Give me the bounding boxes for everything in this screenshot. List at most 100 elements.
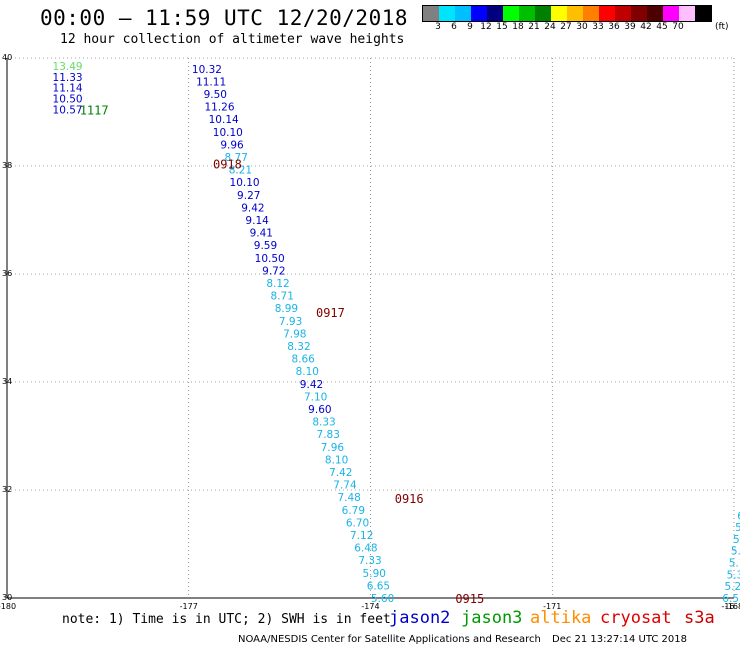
page-subtitle: 12 hour collection of altimeter wave hei…	[60, 32, 405, 47]
color-scale-bar	[422, 5, 712, 22]
wave-height-value: 7.96	[321, 442, 345, 454]
x-tick-label: -174	[361, 602, 379, 611]
wave-height-value: 11.14	[53, 83, 83, 95]
x-tick-label: -171	[543, 602, 561, 611]
wave-height-value: 5.39	[727, 569, 740, 581]
color-scale-tick: 15	[496, 22, 508, 32]
color-scale-tick: 30	[576, 22, 588, 32]
wave-height-value: 8.66	[291, 354, 315, 366]
wave-height-value: 13.49	[53, 61, 83, 73]
color-swatch	[615, 6, 631, 21]
y-tick-label: 38	[2, 161, 12, 170]
color-swatch	[695, 6, 711, 21]
wave-height-value: 6.65	[367, 580, 390, 592]
wave-height-value: 8.10	[325, 454, 348, 466]
x-tick-label: -16	[721, 602, 734, 611]
y-tick-label: 36	[2, 269, 12, 278]
color-scale-tick: 12	[480, 22, 492, 32]
note-text: note: 1) Time is in UTC; 2) SWH is in fe…	[62, 612, 391, 627]
wave-height-value: 5.17	[729, 558, 740, 570]
wave-height-value: 9.72	[262, 265, 285, 277]
wave-height-value: 11.11	[196, 76, 226, 88]
wave-height-value: 7.33	[358, 555, 381, 567]
x-tick-label: -177	[180, 602, 198, 611]
color-scale-tick: 36	[608, 22, 620, 32]
pass-time-label: 0916	[395, 492, 424, 506]
legend-cryosat: cryosat	[600, 608, 672, 628]
wave-height-value: 7.48	[337, 492, 360, 504]
wave-height-value: 9.42	[241, 202, 264, 214]
color-swatch	[487, 6, 503, 21]
color-swatch	[455, 6, 471, 21]
wave-height-value: 5.98	[735, 522, 740, 534]
color-swatch	[583, 6, 599, 21]
wave-height-value: 9.50	[204, 89, 227, 101]
wave-height-value: 8.10	[296, 366, 319, 378]
wave-height-value: 9.42	[300, 379, 323, 391]
credit-text: NOAA/NESDIS Center for Satellite Applica…	[238, 634, 541, 645]
wave-height-value: 10.50	[53, 94, 83, 106]
wave-height-value: 5.20	[724, 581, 740, 593]
wave-height-value: 9.41	[250, 228, 273, 240]
color-scale-tick: 39	[624, 22, 636, 32]
color-swatch	[471, 6, 487, 21]
wave-height-value: 6.59	[737, 510, 740, 522]
wave-height-value: 6.55	[722, 593, 740, 605]
color-scale-tick: 24	[544, 22, 556, 32]
wave-height-value: 7.93	[279, 316, 302, 328]
wave-height-value: 8.32	[287, 341, 310, 353]
legend-s3a: s3a	[684, 608, 715, 628]
wave-height-value: 11.26	[204, 102, 234, 114]
wave-height-value: 9.14	[245, 215, 269, 227]
y-tick-label: 40	[2, 53, 12, 62]
color-swatch	[663, 6, 679, 21]
wave-height-value: 5.58	[731, 546, 740, 558]
wave-height-value: 7.83	[317, 429, 340, 441]
legend-jason3: jason3	[461, 608, 523, 628]
color-swatch	[503, 6, 519, 21]
wave-height-value: 6.79	[342, 505, 365, 517]
color-scale-unit: (ft)	[715, 22, 729, 32]
pass-time-label: 0915	[455, 592, 484, 606]
color-swatch	[631, 6, 647, 21]
wave-height-value: 9.27	[237, 190, 260, 202]
color-swatch	[423, 6, 439, 21]
y-tick-label: 30	[2, 593, 12, 602]
wave-height-value: 8.71	[271, 291, 294, 303]
wave-height-value: 10.10	[230, 177, 260, 189]
wave-height-value: 8.21	[229, 165, 252, 177]
wave-height-value: 7.12	[350, 530, 373, 542]
page-title: 00:00 – 11:59 UTC 12/20/2018	[40, 6, 409, 30]
wave-height-value: 7.10	[304, 391, 327, 403]
pass-time-label: 0918	[213, 157, 242, 171]
color-scale-tick: 70	[672, 22, 684, 32]
wave-height-value: 9.60	[308, 404, 331, 416]
color-scale-tick: 27	[560, 22, 572, 32]
wave-height-value: 5.90	[363, 568, 386, 580]
wave-height-value: 10.50	[255, 253, 285, 265]
color-scale-tick: 18	[512, 22, 524, 32]
wave-height-value: 9.59	[254, 240, 277, 252]
color-swatch	[439, 6, 455, 21]
color-scale-tick: 21	[528, 22, 540, 32]
wave-height-value: 7.74	[333, 480, 357, 492]
color-swatch	[519, 6, 535, 21]
y-tick-label: 32	[2, 485, 12, 494]
color-scale-tick: 3	[435, 22, 441, 32]
color-scale-tick: 42	[640, 22, 652, 32]
legend-altika: altika	[530, 608, 592, 628]
color-swatch	[599, 6, 615, 21]
pass-time-label: 0917	[316, 306, 345, 320]
color-scale-tick: 33	[592, 22, 604, 32]
timestamp-text: Dec 21 13:27:14 UTC 2018	[552, 634, 687, 645]
wave-height-value: 8.12	[266, 278, 289, 290]
color-swatch	[551, 6, 567, 21]
wave-height-value: 11.33	[53, 72, 83, 84]
wave-height-value: 7.42	[329, 467, 352, 479]
wave-height-value: 10.14	[209, 114, 239, 126]
color-scale-tick: 6	[451, 22, 457, 32]
wave-height-value: 8.33	[312, 417, 335, 429]
wave-height-value: 7.98	[283, 328, 306, 340]
color-swatch	[567, 6, 583, 21]
